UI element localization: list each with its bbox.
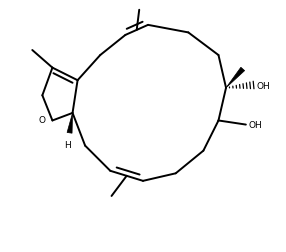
Text: O: O bbox=[39, 115, 46, 124]
Text: OH: OH bbox=[256, 81, 270, 90]
Text: OH: OH bbox=[248, 121, 262, 130]
Polygon shape bbox=[226, 68, 245, 88]
Polygon shape bbox=[67, 113, 73, 134]
Text: H: H bbox=[64, 141, 70, 150]
